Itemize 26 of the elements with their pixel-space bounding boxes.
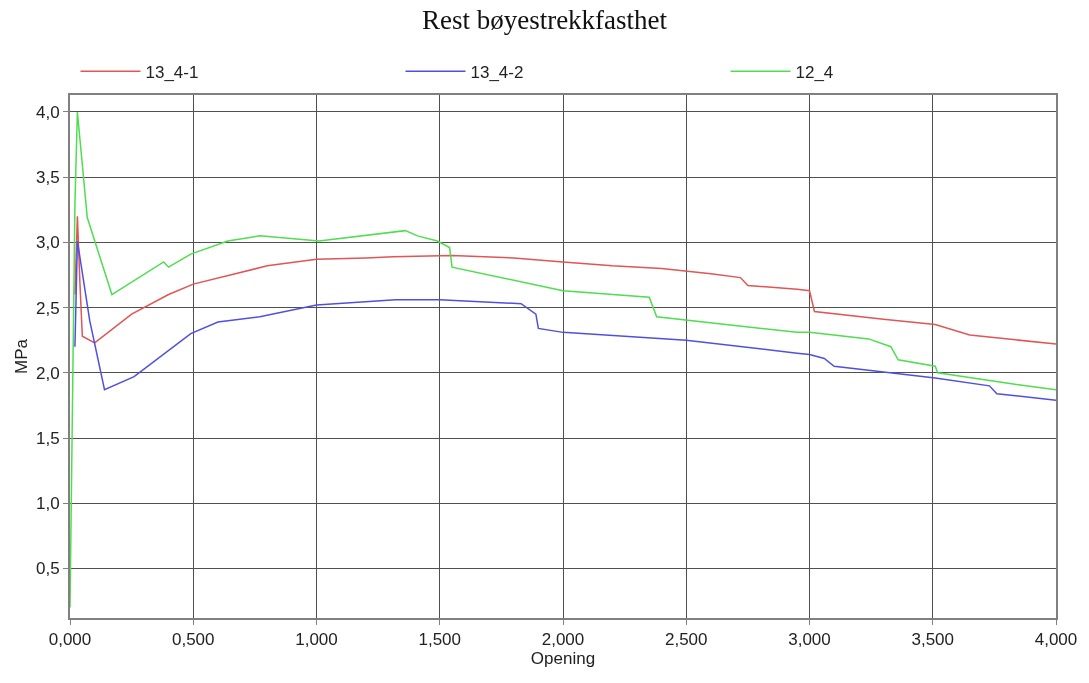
legend-label: 13_4-1 xyxy=(145,62,199,82)
y-tick-label: 2,5 xyxy=(35,298,60,318)
x-axis-title: Opening xyxy=(530,649,596,669)
x-tick-label: 4,000 xyxy=(1034,630,1078,650)
x-tick-label: 3,000 xyxy=(788,630,831,650)
line-series xyxy=(70,111,1056,609)
y-tick-label: 3,0 xyxy=(35,233,60,253)
y-tick-label: 0,5 xyxy=(35,559,60,579)
y-tick-label: 1,0 xyxy=(35,494,60,514)
line-series xyxy=(74,240,1056,401)
x-tick-label: 1,500 xyxy=(418,630,462,650)
y-tick-label: 1,5 xyxy=(35,428,60,448)
x-tick-label: 2,500 xyxy=(664,630,708,650)
x-tick-label: 1,000 xyxy=(295,630,338,650)
x-tick-label: 0,500 xyxy=(171,630,215,650)
x-tick-label: 2,000 xyxy=(541,630,585,650)
line-series xyxy=(74,215,1056,345)
legend-label: 12_4 xyxy=(795,62,834,82)
y-tick-label: 2,0 xyxy=(35,363,60,383)
x-tick-label: 3,500 xyxy=(911,630,955,650)
y-tick-label: 3,5 xyxy=(35,168,60,188)
y-tick-label: 4,0 xyxy=(35,102,60,122)
chart-title: Rest bøyestrekkfasthet xyxy=(421,5,668,36)
x-tick-label: 0,000 xyxy=(48,630,92,650)
legend-label: 13_4-2 xyxy=(470,62,524,82)
y-axis-title: MPa xyxy=(12,338,32,374)
